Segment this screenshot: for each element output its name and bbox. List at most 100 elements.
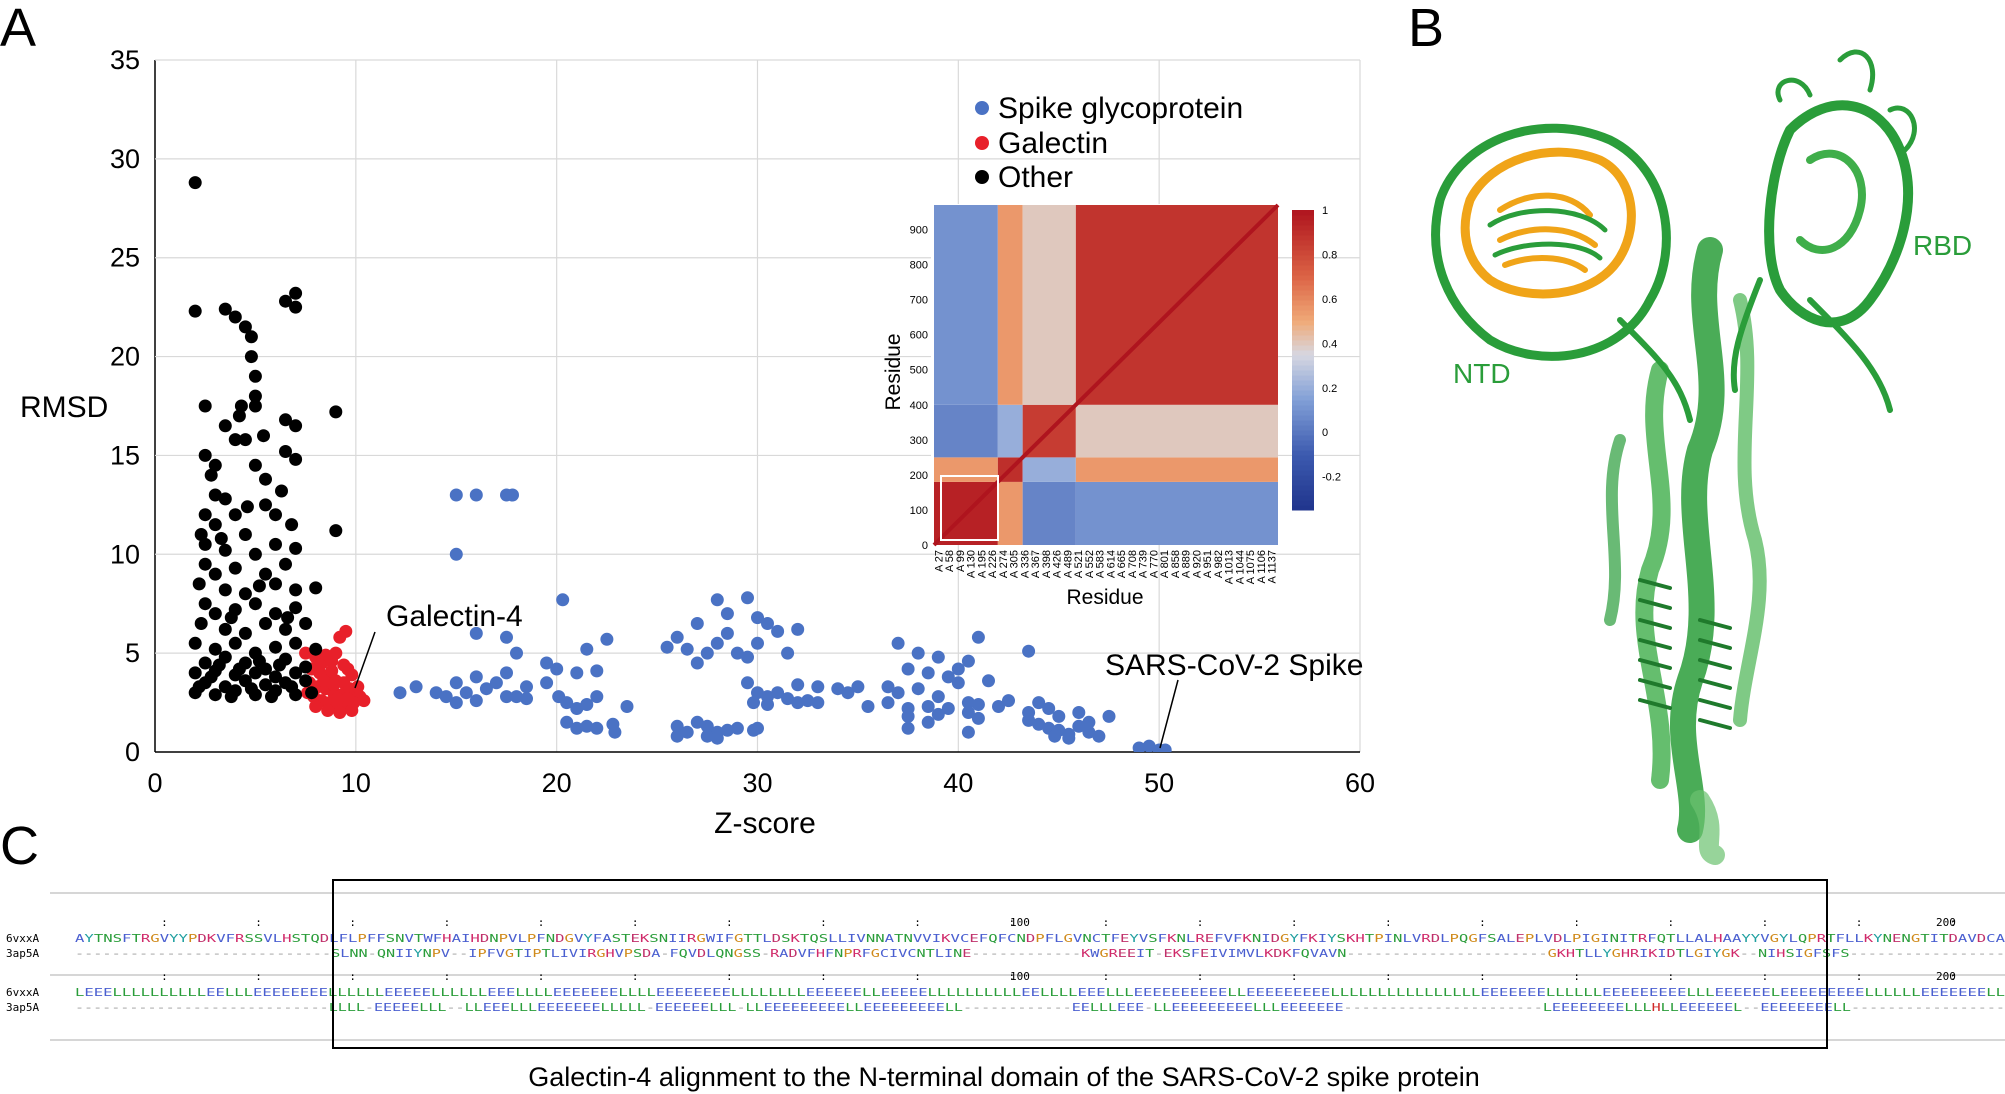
scatter-point	[720, 607, 734, 621]
scatter-point	[791, 622, 805, 636]
ruler-mark: :	[1479, 916, 1486, 929]
scatter-point	[252, 654, 266, 668]
heatmap-x-tick: A 982	[1213, 550, 1225, 578]
scatter-point	[309, 642, 323, 656]
scatter-point	[208, 458, 222, 472]
ruler-mark: :	[161, 970, 168, 983]
helix-stripes	[1698, 618, 1732, 730]
scatter-point	[506, 488, 519, 502]
heatmap-x-tick: A 27	[933, 550, 945, 572]
scatter-point	[449, 676, 463, 690]
heatmap-cell	[1075, 481, 1278, 545]
colorbar-segment	[1292, 500, 1314, 506]
colorbar-segment	[1292, 240, 1314, 246]
ruler-number-200: 200	[1936, 916, 1956, 929]
scatter-point	[208, 688, 222, 702]
y-tick-label: 10	[110, 539, 140, 569]
y-tick-labels: 0 5 10 15 20 25 30 35	[110, 45, 140, 767]
scatter-point	[194, 617, 208, 630]
y-tick-label: 20	[110, 342, 140, 372]
colorbar-segment	[1292, 375, 1314, 381]
heatmap-x-tick: A 951	[1202, 550, 1214, 578]
ruler-mark: :	[1479, 970, 1486, 983]
heatmap-cell	[934, 404, 998, 458]
heatmap-colorbar	[1292, 210, 1314, 511]
scatter-point	[961, 706, 975, 719]
colorbar-segment	[1292, 370, 1314, 376]
scatter-point	[208, 567, 222, 581]
panel-letter-a: A	[0, 0, 36, 58]
colorbar-segment	[1292, 415, 1314, 421]
heatmap-diagonal	[932, 203, 1280, 547]
scatter-point	[279, 445, 292, 458]
scatter-point	[550, 662, 564, 676]
scatter-point	[212, 658, 226, 672]
heatmap-x-tick: A 770	[1148, 550, 1160, 578]
heatmap-x-tick: A 801	[1159, 550, 1171, 578]
scatter-point	[620, 700, 634, 713]
heatmap-y-tick: 600	[910, 330, 928, 342]
x-tick-labels: 0 10 20 30 40 50 60	[147, 768, 1375, 798]
scatter-point	[590, 690, 604, 704]
rbd-loop	[1796, 149, 1866, 254]
scatter-point	[289, 419, 303, 433]
scatter-point	[741, 591, 754, 605]
colorbar-segment	[1292, 395, 1314, 401]
sequence-name: 6vxxA	[6, 932, 39, 945]
heatmap-y-tick: 0	[922, 540, 928, 552]
scatter-point	[248, 458, 262, 472]
colorbar-segment	[1292, 215, 1314, 221]
scatter-point	[931, 707, 945, 721]
heatmap-cell	[934, 205, 998, 405]
scatter-point	[670, 729, 684, 743]
x-tick-label: 0	[147, 768, 162, 798]
scatter-point	[238, 433, 252, 447]
colorbar-tick: 0	[1322, 427, 1328, 439]
scatter-point	[500, 690, 513, 704]
colorbar-tick: 1	[1322, 205, 1328, 217]
ruler-mark: :	[1950, 916, 1957, 929]
scatter-point	[560, 696, 574, 710]
scatter-point	[1092, 729, 1106, 743]
scatter-point	[520, 680, 533, 694]
heatmap-cell	[997, 481, 1023, 545]
legend-marker-galectin	[975, 136, 989, 150]
scatter-point	[331, 692, 345, 706]
heatmap-ntd-highlight	[940, 475, 999, 541]
scatter-point	[660, 640, 674, 654]
scatter-point	[289, 300, 303, 314]
heatmap-y-tick: 500	[910, 365, 928, 377]
scatter-point	[841, 686, 855, 700]
scatter-point	[218, 583, 232, 597]
scatter-point	[393, 686, 407, 700]
scatter-point	[257, 429, 270, 443]
scatter-point	[971, 630, 985, 644]
scatter-point	[751, 686, 764, 700]
scatter-point	[409, 680, 423, 694]
heatmap-y-axis-label: Residue	[882, 333, 905, 410]
scatter-point	[198, 399, 212, 413]
scatter-point	[982, 674, 995, 688]
scatter-point	[238, 587, 252, 601]
scatter-point	[992, 700, 1005, 713]
heatmap-cell	[1022, 457, 1076, 482]
scatter-point	[329, 524, 343, 538]
x-tick-label: 50	[1144, 768, 1174, 798]
colorbar-segment	[1292, 430, 1314, 436]
scatter-point	[710, 636, 724, 650]
colorbar-segment	[1292, 230, 1314, 236]
y-tick-label: 30	[110, 144, 140, 174]
scatter-point	[327, 678, 341, 692]
ruler-mark: :	[1385, 970, 1392, 983]
ruler-mark: :	[255, 970, 262, 983]
heatmap-x-tick: A 1106	[1256, 550, 1268, 583]
scatter-point	[580, 642, 594, 656]
scatter-point	[510, 690, 523, 704]
scatter-point	[289, 601, 303, 615]
ruler-mark: :	[1762, 970, 1769, 983]
colorbar-tick: 0.4	[1322, 338, 1337, 350]
scatter-point	[901, 709, 915, 723]
